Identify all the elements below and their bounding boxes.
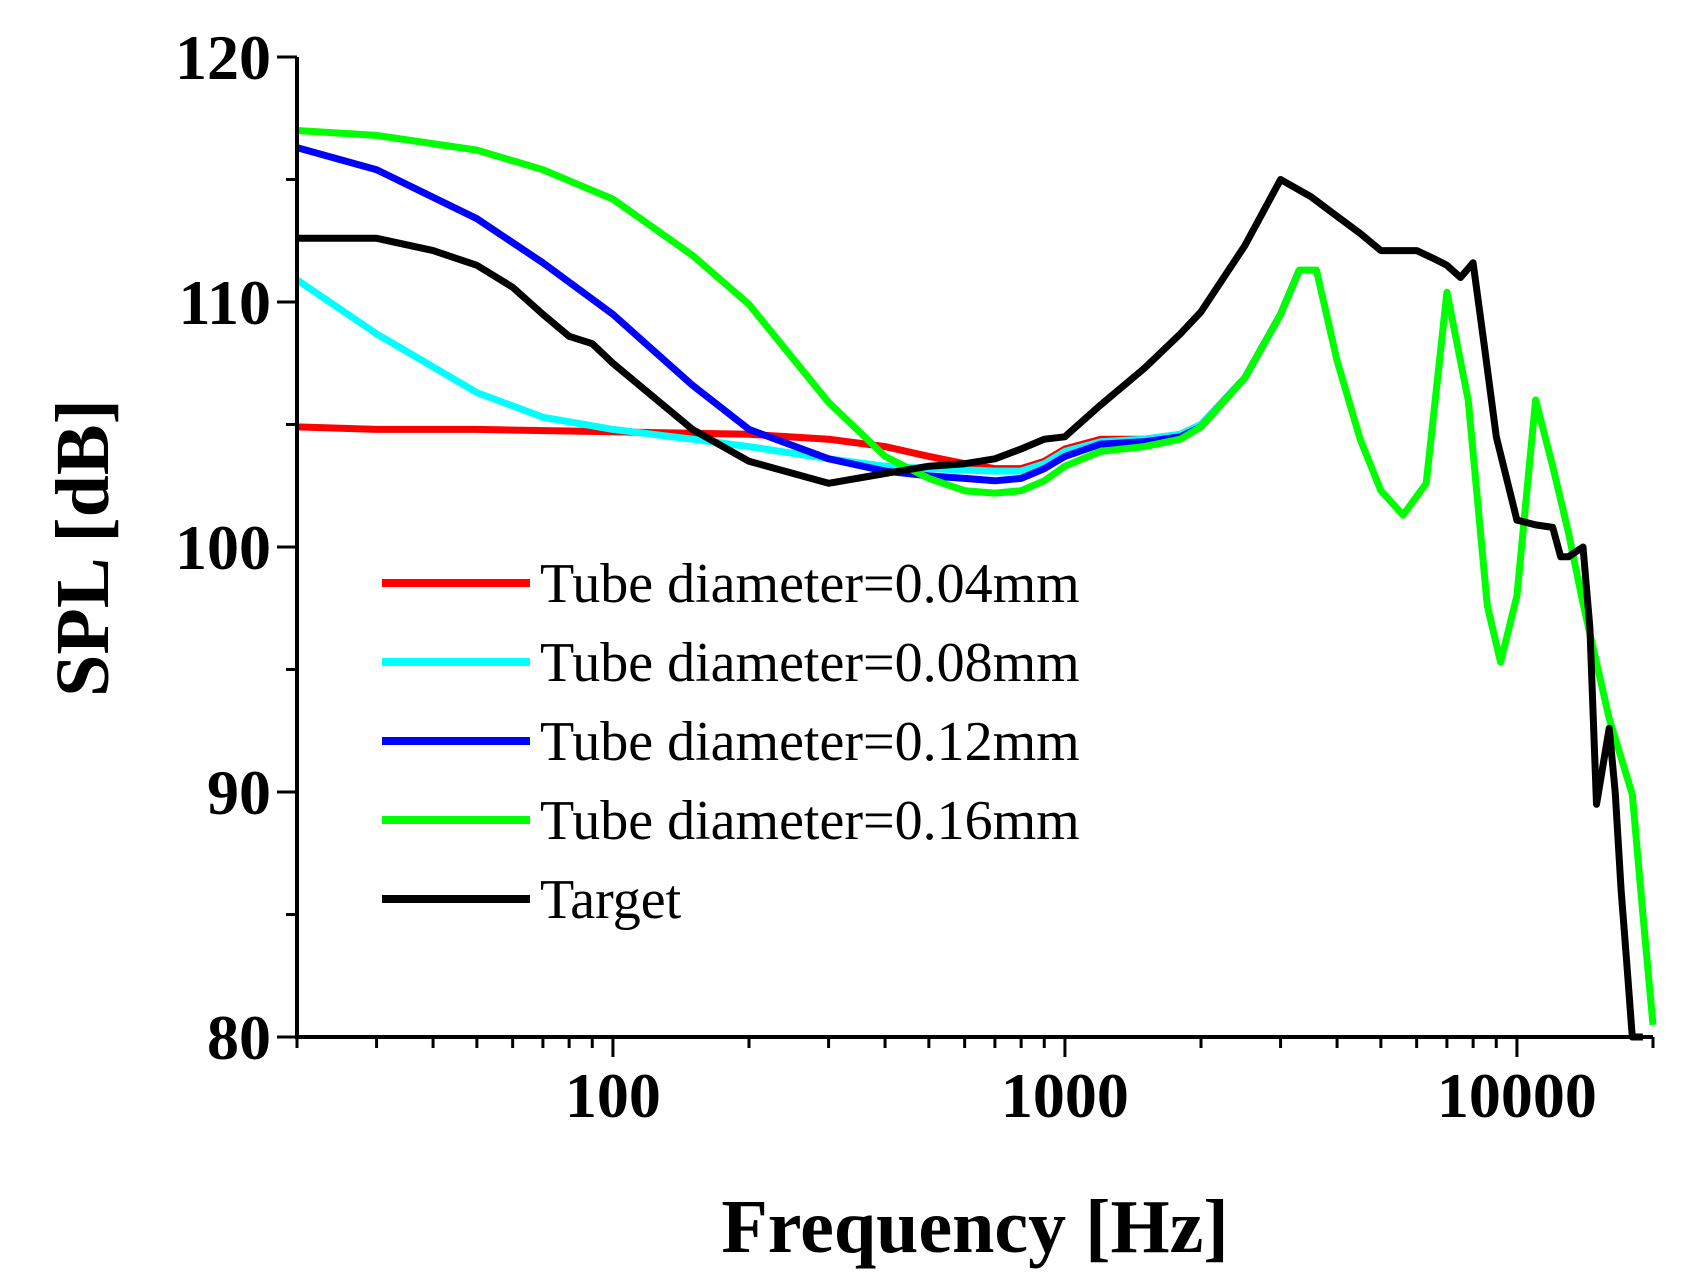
y-axis-title: SPL [dB] bbox=[41, 399, 125, 697]
legend-label-2: Tube diameter=0.12mm bbox=[540, 711, 1080, 773]
x-tick-label: 100 bbox=[565, 1060, 661, 1131]
x-tick-label: 1000 bbox=[1001, 1060, 1129, 1131]
legend-label-0: Tube diameter=0.04mm bbox=[540, 553, 1080, 615]
legend-label-3: Tube diameter=0.16mm bbox=[540, 790, 1080, 852]
y-tick-label: 120 bbox=[175, 22, 271, 93]
series-line-3 bbox=[296, 127, 1657, 1026]
series-line-4 bbox=[297, 176, 1643, 1041]
y-tick-label: 110 bbox=[179, 267, 271, 338]
x-tick-label: 10000 bbox=[1437, 1060, 1597, 1131]
y-tick-label: 100 bbox=[175, 512, 271, 583]
tick-labels: 100 1000 10000 80 90 100 110 120 bbox=[175, 22, 1597, 1131]
legend-label-1: Tube diameter=0.08mm bbox=[540, 632, 1080, 694]
y-tick-label: 90 bbox=[207, 757, 271, 828]
x-axis-title: Frequency [Hz] bbox=[721, 1185, 1228, 1269]
legend-label-4: Target bbox=[540, 869, 682, 931]
legend: Tube diameter=0.04mm Tube diameter=0.08mm… bbox=[382, 553, 1080, 931]
series-lines bbox=[295, 127, 1657, 1041]
y-tick-label: 80 bbox=[207, 1002, 271, 1073]
